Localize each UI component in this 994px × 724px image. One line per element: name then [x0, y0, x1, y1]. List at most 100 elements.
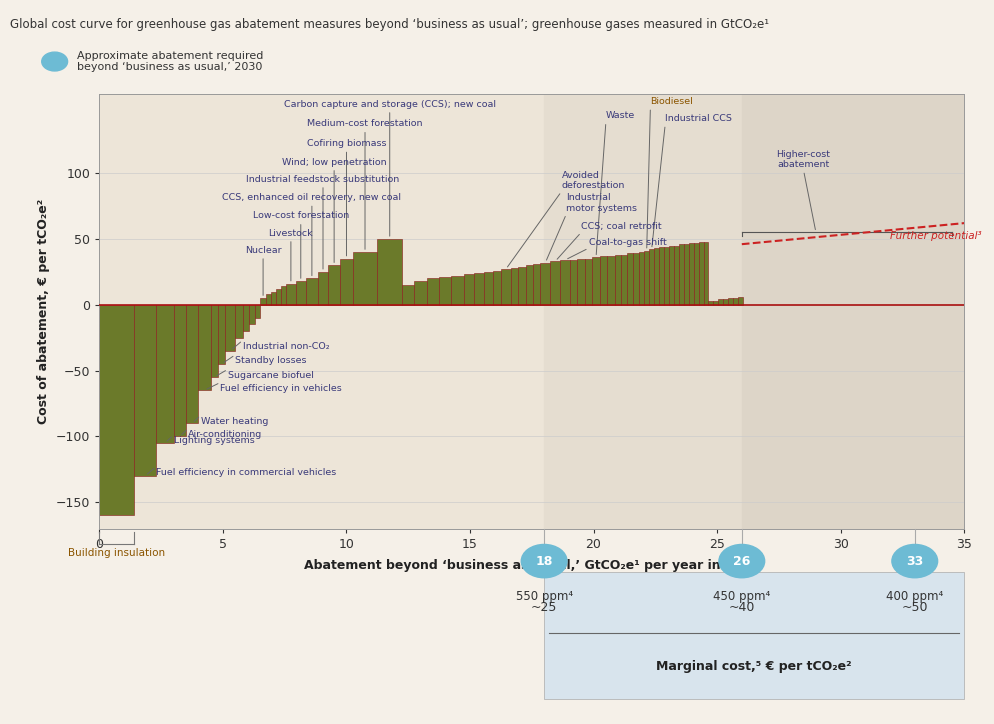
Text: Higher-cost
abatement: Higher-cost abatement: [776, 150, 831, 169]
Y-axis label: Cost of abatement, € per tCO₂e²: Cost of abatement, € per tCO₂e²: [38, 198, 51, 424]
Bar: [353, 252, 378, 305]
Bar: [599, 256, 607, 305]
Bar: [689, 243, 694, 305]
Text: Industrial feedstock substitution: Industrial feedstock substitution: [247, 174, 400, 184]
Bar: [281, 286, 286, 305]
Bar: [414, 281, 426, 305]
Bar: [699, 242, 704, 305]
Bar: [541, 263, 551, 305]
Text: Industrial CCS: Industrial CCS: [665, 114, 733, 123]
Bar: [544, 94, 742, 529]
Bar: [674, 245, 679, 305]
Text: Approximate abatement required
beyond ‘business as usual,’ 2030: Approximate abatement required beyond ‘b…: [77, 51, 262, 72]
Text: Fuel efficiency in commercial vehicles: Fuel efficiency in commercial vehicles: [156, 468, 337, 477]
Bar: [218, 305, 226, 364]
Text: Livestock: Livestock: [268, 229, 313, 237]
Text: 26: 26: [734, 555, 750, 568]
Bar: [266, 294, 271, 305]
Bar: [271, 292, 276, 305]
Text: CCS; coal retrofit: CCS; coal retrofit: [581, 222, 662, 231]
Bar: [451, 276, 464, 305]
Text: ~50: ~50: [902, 601, 928, 614]
Text: Low-cost forestation: Low-cost forestation: [252, 211, 349, 221]
Bar: [296, 281, 306, 305]
Text: Coal-to-gas shift: Coal-to-gas shift: [588, 237, 666, 247]
Bar: [511, 268, 518, 305]
Bar: [378, 239, 402, 305]
Text: Marginal cost,⁵ € per tCO₂e²: Marginal cost,⁵ € per tCO₂e²: [656, 660, 852, 673]
Text: Standby losses: Standby losses: [236, 356, 307, 365]
Bar: [306, 279, 318, 305]
Text: Industrial non-CO₂: Industrial non-CO₂: [243, 342, 329, 350]
Bar: [134, 305, 156, 476]
Text: Sugarcane biofuel: Sugarcane biofuel: [228, 371, 314, 379]
Text: Waste: Waste: [606, 111, 635, 120]
Bar: [742, 94, 964, 529]
Bar: [174, 305, 186, 437]
Bar: [679, 244, 684, 305]
Text: Fuel efficiency in vehicles: Fuel efficiency in vehicles: [221, 384, 342, 392]
Text: Lighting systems: Lighting systems: [174, 437, 254, 445]
Bar: [198, 305, 211, 390]
Bar: [186, 305, 198, 424]
Bar: [464, 274, 474, 305]
Bar: [627, 253, 633, 305]
Bar: [704, 242, 709, 305]
Bar: [739, 297, 744, 305]
Text: Nuclear: Nuclear: [245, 245, 281, 255]
Bar: [474, 273, 484, 305]
Bar: [243, 305, 248, 331]
Text: CCS, enhanced oil recovery, new coal: CCS, enhanced oil recovery, new coal: [223, 193, 402, 202]
Bar: [318, 272, 328, 305]
Bar: [633, 253, 639, 305]
Bar: [578, 258, 584, 305]
Text: Global cost curve for greenhouse gas abatement measures beyond ‘business as usua: Global cost curve for greenhouse gas aba…: [10, 18, 769, 31]
Text: Further potential³: Further potential³: [890, 231, 982, 241]
Text: Air-conditioning: Air-conditioning: [188, 430, 262, 439]
Text: Water heating: Water heating: [201, 416, 268, 426]
Bar: [709, 300, 714, 305]
Bar: [236, 305, 243, 337]
Bar: [526, 265, 533, 305]
Bar: [99, 305, 134, 515]
Text: 400 ppm⁴: 400 ppm⁴: [886, 590, 943, 603]
Text: 550 ppm⁴: 550 ppm⁴: [516, 590, 573, 603]
Bar: [439, 277, 451, 305]
Bar: [518, 266, 526, 305]
Text: 33: 33: [907, 555, 923, 568]
Bar: [426, 279, 439, 305]
Text: Avoided
deforestation: Avoided deforestation: [562, 171, 625, 190]
Bar: [328, 265, 340, 305]
Bar: [649, 250, 654, 305]
Bar: [286, 284, 296, 305]
Text: ~40: ~40: [729, 601, 755, 614]
Text: Biodiesel: Biodiesel: [650, 97, 693, 106]
Bar: [561, 260, 571, 305]
Bar: [659, 247, 664, 305]
Bar: [607, 256, 614, 305]
Bar: [99, 94, 544, 529]
Bar: [719, 300, 724, 305]
Bar: [729, 298, 734, 305]
Bar: [639, 252, 644, 305]
Bar: [654, 248, 659, 305]
Bar: [664, 247, 669, 305]
Bar: [248, 305, 255, 324]
Bar: [734, 298, 739, 305]
Text: Cofiring biomass: Cofiring biomass: [307, 139, 387, 148]
Bar: [255, 305, 260, 318]
Bar: [501, 269, 511, 305]
Text: 450 ppm⁴: 450 ppm⁴: [713, 590, 770, 603]
Bar: [724, 300, 729, 305]
Bar: [276, 289, 281, 305]
Bar: [340, 258, 353, 305]
Bar: [493, 271, 501, 305]
Text: Wind; low penetration: Wind; low penetration: [282, 158, 387, 167]
Bar: [614, 255, 620, 305]
Text: 18: 18: [536, 555, 553, 568]
Bar: [551, 261, 561, 305]
Bar: [571, 260, 578, 305]
Bar: [694, 243, 699, 305]
Text: Industrial
motor systems: Industrial motor systems: [567, 193, 637, 213]
Bar: [684, 244, 689, 305]
